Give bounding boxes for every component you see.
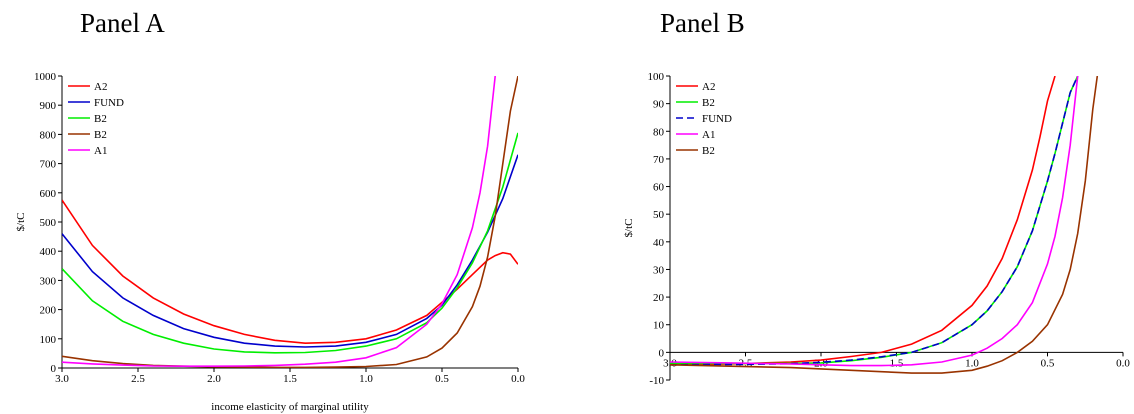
chart-1-ytick-label: 0 <box>659 347 665 359</box>
chart-0-ytick-label: 300 <box>40 275 57 287</box>
chart-1-ytick-label: 100 <box>648 71 665 83</box>
chart-1-legend-label-2: FUND <box>702 113 732 125</box>
chart-1-legend-label-3: A1 <box>702 129 715 141</box>
chart-0-xtick-label: 2.5 <box>131 373 145 385</box>
chart-1-ytick-label: -10 <box>649 375 664 387</box>
chart-0-ytick-label: 900 <box>40 100 57 112</box>
chart-1-series-line-1 <box>670 76 1079 365</box>
chart-1-series-line-0 <box>670 76 1056 366</box>
chart-1-legend-label-4: B2 <box>702 145 715 157</box>
chart-0-ylabel: $/tC <box>15 213 27 232</box>
chart-1-ytick-label: 50 <box>653 209 665 221</box>
chart-0-ytick-label: 100 <box>40 334 57 346</box>
chart-1-xtick-label: 0.5 <box>1041 357 1055 369</box>
chart-1-legend-label-0: A2 <box>702 81 715 93</box>
chart-1-xtick-label: 0.0 <box>1116 357 1130 369</box>
chart-0-ytick-label: 400 <box>40 246 57 258</box>
chart-1-ytick-label: 60 <box>653 182 665 194</box>
chart-0-ytick-label: 200 <box>40 305 57 317</box>
chart-1-series-line-3 <box>670 76 1079 367</box>
chart-1-ytick-label: 80 <box>653 126 665 138</box>
chart-0-series-line-1 <box>62 154 518 348</box>
chart-0-legend-label-3: B2 <box>94 129 107 141</box>
chart-0-series-line-2 <box>62 132 518 354</box>
panel-a-title: Panel A <box>80 8 165 38</box>
chart-1-ytick-label: 40 <box>653 237 665 249</box>
chart-1-xtick-label: 2.5 <box>739 357 753 369</box>
chart-1-xtick-label: 1.5 <box>890 357 904 369</box>
chart-0-legend-label-4: A1 <box>94 145 107 157</box>
chart-1-ytick-label: 20 <box>653 292 665 304</box>
chart-1-ytick-label: 30 <box>653 264 665 276</box>
chart-1-ytick-label: 90 <box>653 99 665 111</box>
chart-0-series-line-4 <box>62 76 496 368</box>
chart-0-ytick-label: 500 <box>40 217 57 229</box>
chart-0-xtick-label: 1.0 <box>359 373 373 385</box>
chart-1-series-line-4 <box>670 76 1099 374</box>
chart-1-xtick-label: 1.0 <box>965 357 979 369</box>
chart-1-ylabel: $/tC <box>623 219 635 238</box>
chart-0-legend-label-0: A2 <box>94 81 107 93</box>
panel-b-title: Panel B <box>660 8 745 38</box>
panel-a-chart: 0 100 200 300 400 500 600 700 800 900 1000 3.0 2.5 2.… <box>15 71 525 413</box>
chart-0-ytick-label: 1000 <box>34 71 57 83</box>
chart-1-xtick-label: 2.0 <box>814 357 828 369</box>
chart-0-xlabel: income elasticity of marginal utility <box>211 401 369 413</box>
chart-1-ytick-label: 10 <box>653 320 665 332</box>
chart-1-legend-label-1: B2 <box>702 97 715 109</box>
chart-0-series-line-3 <box>62 76 518 368</box>
chart-0-xtick-label: 0.5 <box>435 373 449 385</box>
chart-0-xtick-label: 0.0 <box>511 373 525 385</box>
chart-0-legend-label-1: FUND <box>94 97 124 109</box>
chart-0-ytick-label: 600 <box>40 188 57 200</box>
chart-1-xtick-label: 3.0 <box>663 357 677 369</box>
chart-0-ytick-label: 700 <box>40 159 57 171</box>
chart-0-legend-label-2: B2 <box>94 113 107 125</box>
chart-0-series-line-0 <box>62 199 518 345</box>
chart-0-ytick-label: 0 <box>51 363 57 375</box>
chart-0-xtick-label: 1.5 <box>283 373 297 385</box>
chart-1-ytick-label: 70 <box>653 154 665 166</box>
chart-0-ytick-label: 800 <box>40 129 57 141</box>
chart-0-xtick-label: 2.0 <box>207 373 221 385</box>
chart-0-xtick-label: 3.0 <box>55 373 69 385</box>
chart-1-series-line-2 <box>670 76 1079 366</box>
